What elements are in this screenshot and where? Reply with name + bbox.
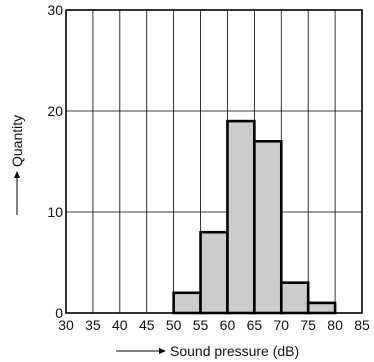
x-tick-label: 80: [327, 317, 343, 333]
y-axis-label: Quantity: [9, 115, 25, 167]
x-tick-label: 40: [112, 317, 128, 333]
y-axis-title: Quantity: [9, 115, 25, 215]
histogram-bar: [253, 140, 283, 315]
y-tick-labels: 0 10 20 30: [47, 2, 63, 321]
histogram-bar: [226, 119, 256, 315]
plot-frame: [65, 9, 363, 314]
x-tick-labels: 30 35 40 45 50 55 60 65 70 75 80 85: [58, 317, 370, 333]
y-tick-label: 10: [47, 204, 63, 220]
histogram-bar: [279, 281, 310, 315]
histogram-bar: [172, 291, 202, 315]
histogram-bar: [306, 301, 337, 315]
x-tick-label: 45: [139, 317, 155, 333]
x-tick-label: 35: [85, 317, 101, 333]
y-tick-label: 20: [47, 103, 63, 119]
x-axis-title: Sound pressure (dB): [116, 343, 299, 359]
x-tick-label: 70: [273, 317, 289, 333]
x-axis-label: Sound pressure (dB): [170, 343, 299, 359]
y-tick-label: 0: [55, 305, 63, 321]
x-tick-label: 85: [354, 317, 370, 333]
histogram-bars: [172, 119, 337, 315]
x-tick-label: 60: [220, 317, 236, 333]
x-tick-label: 50: [166, 317, 182, 333]
y-tick-label: 30: [47, 2, 63, 18]
x-tick-label: 30: [58, 317, 74, 333]
x-tick-label: 65: [247, 317, 263, 333]
x-tick-label: 75: [300, 317, 316, 333]
x-tick-label: 55: [193, 317, 209, 333]
histogram-bar: [199, 230, 229, 315]
